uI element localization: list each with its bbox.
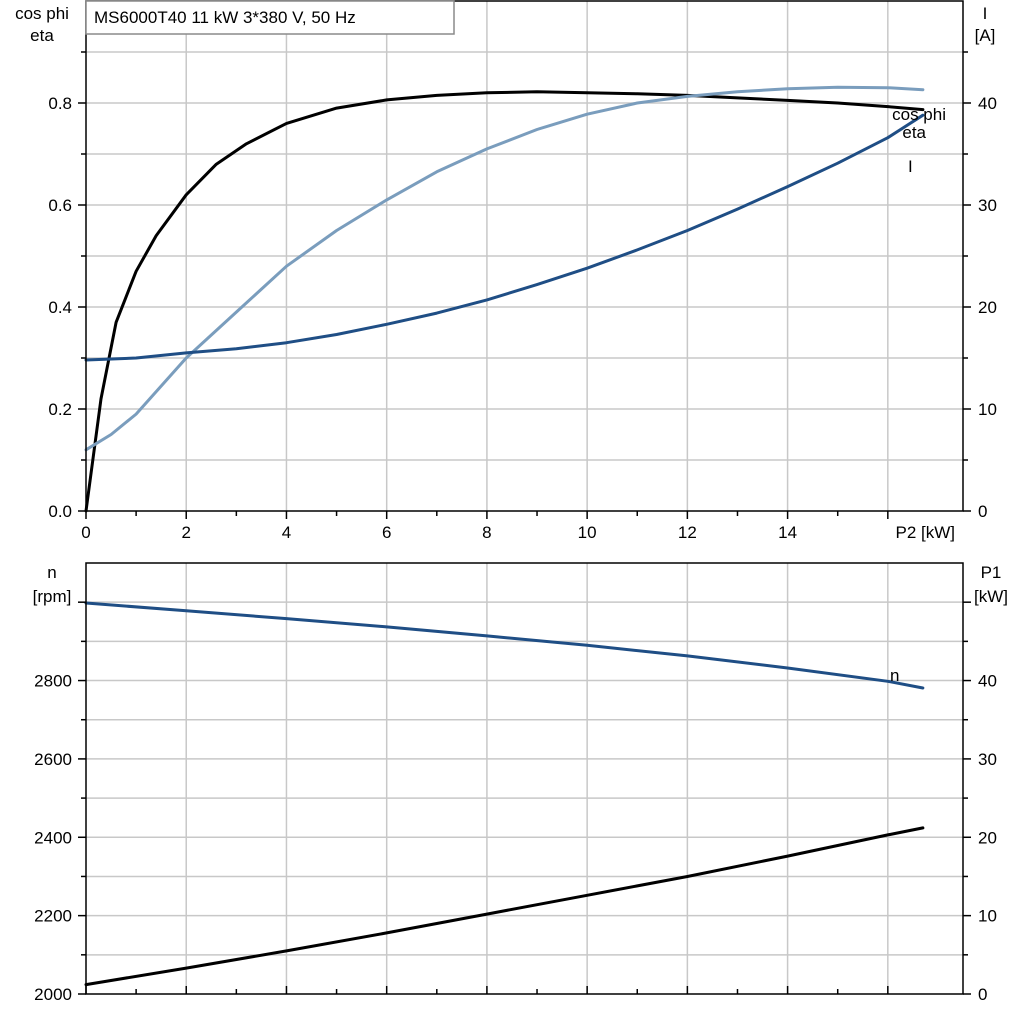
x-axis-tick-label: 6 xyxy=(382,523,391,542)
bottom-left-tick-label: 2000 xyxy=(34,985,72,1004)
top-plot-frame xyxy=(78,0,971,519)
bottom-series-line-n xyxy=(84,601,925,690)
top-right-tick-label: 30 xyxy=(978,196,997,215)
series-label-i: I xyxy=(908,157,913,176)
chart-title: MS6000T40 11 kW 3*380 V, 50 Hz xyxy=(94,8,356,27)
bottom-left-tick-label: 2200 xyxy=(34,907,72,926)
x-axis-tick-label: 12 xyxy=(678,523,697,542)
title-box xyxy=(85,0,455,35)
bottom-right-tick-label: 30 xyxy=(978,750,997,769)
x-axis-tick-label: 10 xyxy=(578,523,597,542)
top-right-axis-label-current: I xyxy=(983,4,988,23)
chart-labels: 0.0 0.2 0.4 0.6 0.8 0 10 20 30 40 0 2 4 6 8 10 12 14 2000 2… xyxy=(15,0,1008,1004)
top-left-axis-label-eta: eta xyxy=(30,26,54,45)
bottom-right-tick-label: 0 xyxy=(978,985,987,1004)
top-plot-grid xyxy=(86,1,963,511)
series-label-n: n xyxy=(890,666,899,685)
bottom-right-tick-label: 20 xyxy=(978,828,997,847)
top-right-tick-label: 20 xyxy=(978,298,997,317)
x-axis-tick-label: 4 xyxy=(282,523,291,542)
bottom-plot-border xyxy=(85,562,964,995)
top-left-tick-label: 0.4 xyxy=(48,298,72,317)
bottom-left-tick-label: 2800 xyxy=(34,672,72,691)
series-label-cos-phi: cos phi xyxy=(892,105,946,124)
bottom-plot-grid xyxy=(86,563,963,994)
bottom-plot-series xyxy=(84,601,925,987)
bottom-right-axis-label-unit: [kW] xyxy=(974,587,1008,606)
bottom-right-tick-label: 40 xyxy=(978,672,997,691)
bottom-left-axis-label-unit: [rpm] xyxy=(33,587,72,606)
top-series-line-eta xyxy=(84,90,925,513)
bottom-plot-frame xyxy=(78,562,971,995)
top-right-tick-label: 40 xyxy=(978,94,997,113)
x-axis-tick-label: 14 xyxy=(778,523,797,542)
top-right-axis-label-unit: [A] xyxy=(975,26,996,45)
x-axis-tick-label: 2 xyxy=(181,523,190,542)
bottom-left-tick-label: 2400 xyxy=(34,828,72,847)
top-left-tick-label: 0.0 xyxy=(48,502,72,521)
top-left-axis-label-cos-phi: cos phi xyxy=(15,4,69,23)
top-series-line-cos-phi xyxy=(84,85,925,452)
x-axis-label: P2 [kW] xyxy=(895,523,955,542)
top-series-line-i xyxy=(84,113,925,362)
bottom-right-tick-label: 10 xyxy=(978,907,997,926)
x-axis-tick-label: 0 xyxy=(81,523,90,542)
bottom-series-line-p1 xyxy=(84,826,925,987)
x-axis-tick-label: 8 xyxy=(482,523,491,542)
top-right-tick-label: 10 xyxy=(978,400,997,419)
top-left-tick-label: 0.8 xyxy=(48,94,72,113)
top-left-tick-label: 0.6 xyxy=(48,196,72,215)
bottom-left-tick-label: 2600 xyxy=(34,750,72,769)
top-plot-series xyxy=(84,85,925,513)
top-left-tick-label: 0.2 xyxy=(48,400,72,419)
series-label-eta: eta xyxy=(902,123,926,142)
bottom-left-axis-label-n: n xyxy=(47,563,56,582)
top-right-tick-label: 0 xyxy=(978,502,987,521)
bottom-right-axis-label-p1: P1 xyxy=(981,563,1002,582)
